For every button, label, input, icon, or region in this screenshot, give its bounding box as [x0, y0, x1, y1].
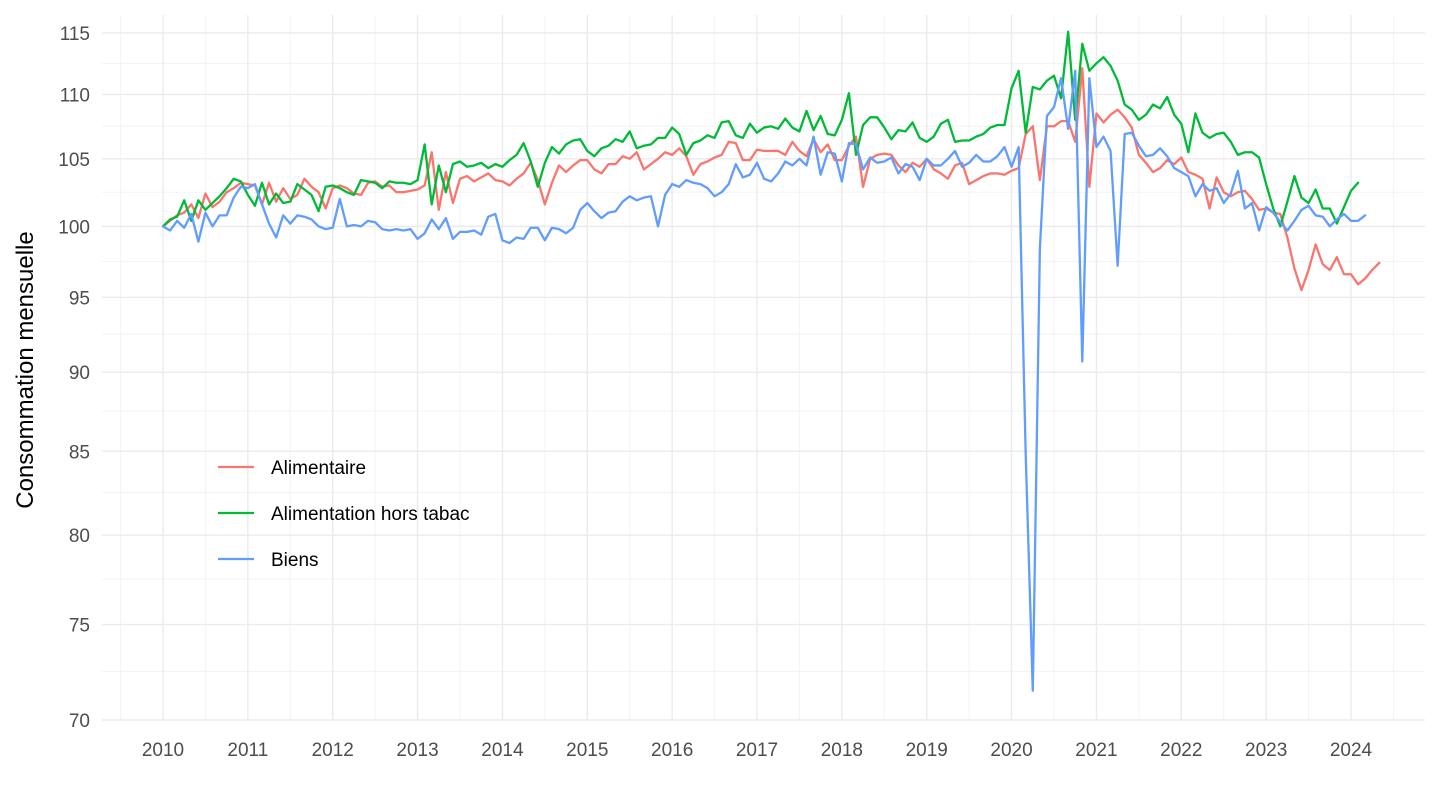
legend: Alimentaire Alimentation hors tabac Biens — [218, 458, 470, 571]
legend-label: Biens — [271, 550, 319, 571]
y-axis-title: Consommation mensuelle — [12, 231, 39, 508]
y-tick-label: 90 — [69, 363, 90, 384]
y-tick-label: 95 — [69, 288, 90, 309]
x-tick-label: 2017 — [736, 740, 778, 761]
y-tick-label: 85 — [69, 442, 90, 463]
minor-gridlines — [102, 15, 1425, 720]
series-lines — [161, 30, 1381, 692]
x-tick-label: 2010 — [142, 740, 184, 761]
y-tick-label: 115 — [60, 24, 90, 45]
y-tick-label: 80 — [69, 526, 90, 547]
major-gridlines — [102, 15, 1425, 721]
series-line-1 — [161, 67, 1381, 292]
legend-label: Alimentation hors tabac — [271, 504, 470, 525]
x-axis-tick-labels: 2010 2011 2012 2013 2014 2015 2016 2017 2018 2019… — [142, 740, 1373, 761]
y-tick-label: 110 — [60, 85, 90, 106]
y-tick-label: 75 — [69, 616, 90, 637]
series-line-3 — [161, 69, 1367, 692]
x-tick-label: 2011 — [227, 740, 268, 761]
x-tick-label: 2024 — [1330, 740, 1373, 761]
x-tick-label: 2019 — [906, 740, 948, 761]
x-tick-label: 2020 — [990, 740, 1032, 761]
x-tick-label: 2023 — [1245, 740, 1287, 761]
x-tick-label: 2012 — [312, 740, 354, 761]
x-tick-label: 2016 — [651, 740, 693, 761]
x-tick-label: 2015 — [566, 740, 608, 761]
series-line-2 — [161, 30, 1360, 228]
y-tick-label: 100 — [58, 217, 90, 238]
x-tick-label: 2013 — [396, 740, 438, 761]
x-tick-label: 2021 — [1075, 740, 1117, 761]
x-tick-label: 2022 — [1160, 740, 1202, 761]
x-tick-label: 2014 — [481, 740, 524, 761]
legend-label: Alimentaire — [271, 458, 366, 479]
y-axis-tick-labels: 70 75 80 85 90 95 100 105 110 115 — [58, 24, 90, 732]
x-tick-label: 2018 — [821, 740, 863, 761]
y-tick-label: 70 — [69, 711, 90, 732]
y-tick-label: 105 — [58, 150, 90, 171]
